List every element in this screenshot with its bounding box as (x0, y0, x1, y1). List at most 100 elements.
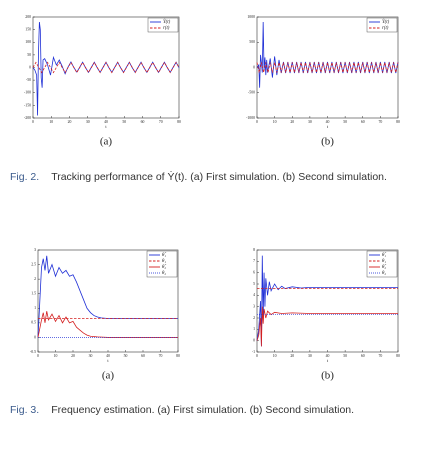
y-tick-label: -500 (248, 91, 255, 95)
x-tick-label: 80 (177, 120, 181, 124)
x-axis-label: t (327, 358, 329, 363)
x-axis-label: t (327, 124, 329, 129)
x-tick-label: 70 (378, 354, 382, 358)
legend-label: θ̂₁ (382, 253, 386, 258)
x-tick-label: 30 (308, 120, 312, 124)
x-tick-label: 70 (159, 120, 163, 124)
caption-label: Fig. 2. (10, 171, 40, 183)
y-tick-label: -50 (26, 78, 31, 82)
legend-label: θ̂₂ (162, 265, 166, 270)
x-tick-label: 40 (106, 354, 110, 358)
y-tick-label: 1.5 (31, 292, 36, 296)
legend-label: r(t) (382, 26, 389, 31)
y-tick-label: 0 (29, 65, 31, 69)
y-tick-label: 0 (34, 335, 36, 339)
y-tick-label: 50 (27, 53, 31, 57)
legend-label: r(t) (163, 26, 170, 31)
x-axis-label: t (107, 358, 109, 363)
data-line (32, 61, 180, 74)
x-tick-label: 80 (176, 354, 180, 358)
y-tick-label: -1 (252, 350, 255, 354)
x-tick-label: 40 (326, 120, 330, 124)
x-tick-label: 0 (256, 120, 258, 124)
y-tick-label: 500 (249, 40, 255, 44)
x-tick-label: 20 (290, 120, 294, 124)
y-tick-label: 5 (253, 282, 255, 286)
y-tick-label: -200 (24, 116, 31, 120)
legend-label: Ẏ(t) (163, 19, 171, 25)
subcaption: (a) (100, 136, 113, 148)
x-tick-label: 70 (378, 120, 382, 124)
data-line (256, 306, 398, 347)
y-tick-label: 1 (253, 327, 255, 331)
x-tick-label: 10 (49, 120, 53, 124)
x-tick-label: 60 (361, 120, 365, 124)
data-line (37, 311, 178, 338)
caption-label: Fig. 3. (10, 404, 40, 416)
x-tick-label: 30 (89, 354, 93, 358)
legend-label: θ₁ (162, 259, 166, 264)
x-tick-label: 60 (141, 354, 145, 358)
y-tick-label: -1000 (246, 116, 255, 120)
x-tick-label: 60 (361, 354, 365, 358)
y-tick-label: 2 (253, 316, 255, 320)
legend-box (147, 17, 179, 33)
legend-label: Ẏ(t) (382, 19, 390, 25)
caption-text: Tracking performance of Ẏ(t). (a) First … (51, 171, 387, 183)
x-tick-label: 50 (124, 354, 128, 358)
x-tick-label: 50 (343, 354, 347, 358)
x-tick-label: 30 (86, 120, 90, 124)
y-tick-label: 0 (253, 65, 255, 69)
x-tick-label: 50 (343, 120, 347, 124)
x-tick-label: 10 (273, 120, 277, 124)
y-tick-label: 1000 (247, 15, 255, 19)
x-tick-label: 20 (71, 354, 75, 358)
y-tick-label: 8 (253, 248, 255, 252)
legend-box (366, 17, 398, 33)
y-tick-label: 0.5 (31, 321, 36, 325)
y-tick-label: -0.5 (30, 350, 36, 354)
legend-label: θ₁ (382, 259, 386, 264)
x-tick-label: 0 (32, 120, 34, 124)
x-tick-label: 40 (326, 354, 330, 358)
y-tick-label: 6 (253, 271, 255, 275)
x-tick-label: 20 (68, 120, 72, 124)
x-axis-label: t (105, 124, 107, 129)
x-tick-label: 80 (396, 120, 400, 124)
y-tick-label: 2.5 (31, 262, 36, 266)
data-line (256, 62, 399, 73)
subcaption: (b) (321, 370, 334, 382)
x-tick-label: 70 (159, 354, 163, 358)
subcaption: (b) (321, 136, 334, 148)
legend-label: θ₂ (382, 271, 386, 276)
x-tick-label: 40 (104, 120, 108, 124)
y-tick-label: 3 (34, 248, 36, 252)
x-tick-label: 10 (273, 354, 277, 358)
caption: Fig. 2. Tracking performance of Ẏ(t). (a)… (10, 171, 428, 184)
y-tick-label: -150 (24, 103, 31, 107)
x-tick-label: 60 (141, 120, 145, 124)
data-line (256, 255, 398, 347)
legend-label: θ₂ (162, 271, 166, 276)
x-tick-label: 30 (308, 354, 312, 358)
y-tick-label: -100 (24, 91, 31, 95)
x-tick-label: 80 (396, 354, 400, 358)
x-tick-label: 50 (122, 120, 126, 124)
x-tick-label: 10 (54, 354, 58, 358)
y-tick-label: 100 (25, 40, 31, 44)
y-tick-label: 200 (25, 15, 31, 19)
subcaption: (a) (102, 370, 115, 382)
x-tick-label: 0 (256, 354, 258, 358)
legend-label: θ̂₂ (382, 265, 386, 270)
y-tick-label: 1 (34, 306, 36, 310)
y-tick-label: 7 (253, 259, 255, 263)
y-tick-label: 3 (253, 305, 255, 309)
y-tick-label: 4 (253, 293, 255, 297)
caption-text: Frequency estimation. (a) First simulati… (51, 404, 355, 416)
plot-area (32, 16, 180, 119)
y-tick-label: 0 (253, 339, 255, 343)
y-tick-label: 2 (34, 277, 36, 281)
x-tick-label: 20 (290, 354, 294, 358)
